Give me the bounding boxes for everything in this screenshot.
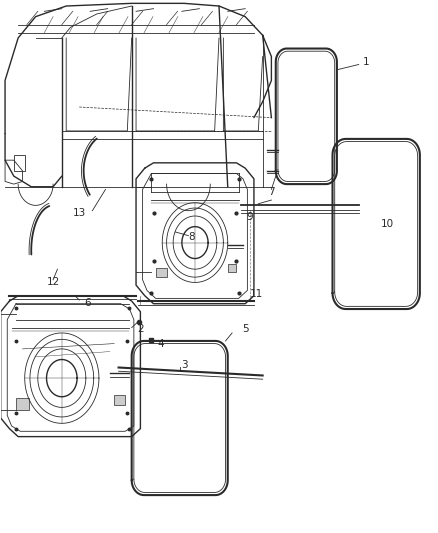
Text: 1: 1 (363, 57, 370, 67)
Bar (114, 395, 125, 405)
Text: 3: 3 (181, 360, 187, 370)
Text: 9: 9 (246, 212, 253, 222)
Bar (14, 155, 25, 171)
Text: 11: 11 (250, 289, 263, 299)
Text: 8: 8 (188, 232, 195, 242)
Text: 10: 10 (381, 219, 394, 229)
Bar (16, 398, 29, 410)
Text: 13: 13 (73, 208, 86, 219)
Text: 7: 7 (268, 187, 275, 197)
Text: 2: 2 (137, 324, 144, 334)
Bar (155, 268, 166, 277)
Bar (228, 264, 237, 272)
Text: 12: 12 (46, 278, 60, 287)
Text: 6: 6 (85, 297, 92, 308)
Text: 4: 4 (158, 338, 165, 349)
Text: 5: 5 (242, 324, 248, 334)
